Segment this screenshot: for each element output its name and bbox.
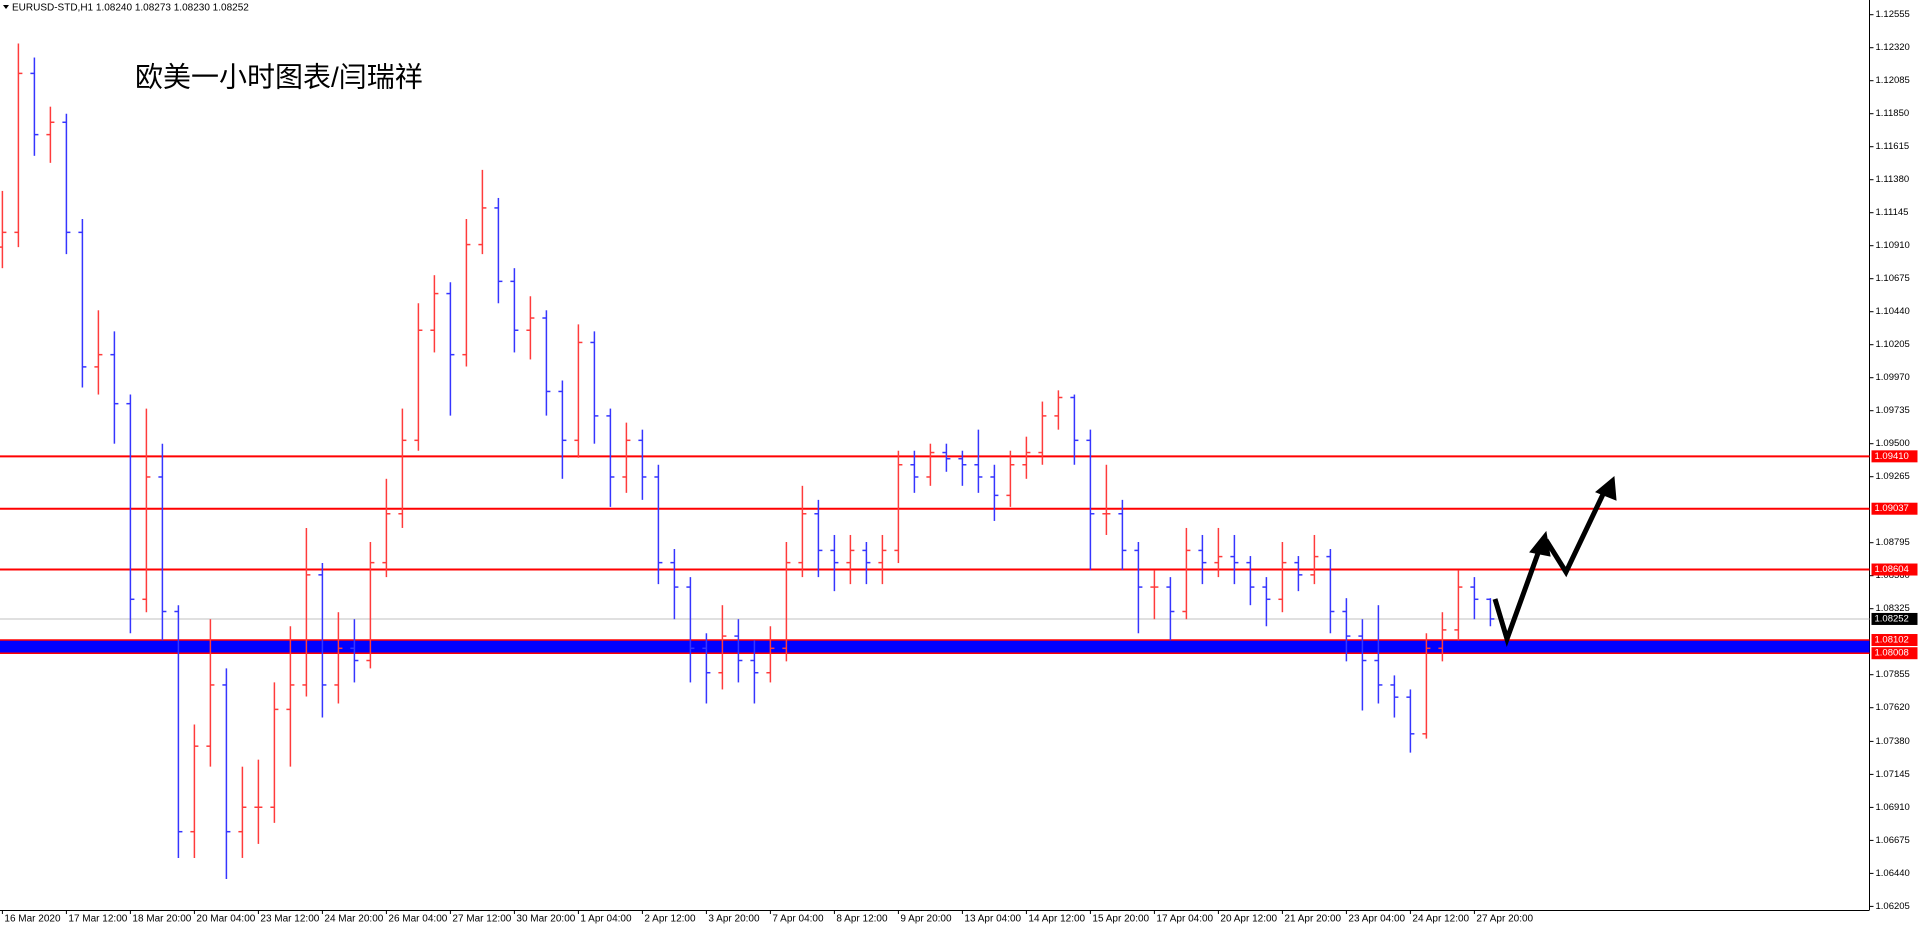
y-tick-label: 1.06910 xyxy=(1876,802,1910,813)
arrow-path xyxy=(1543,486,1609,578)
x-tick-label: 21 Apr 20:00 xyxy=(1284,914,1341,925)
y-tick-label: 1.12320 xyxy=(1876,42,1910,53)
y-tick-label: 1.07145 xyxy=(1876,769,1910,780)
y-tick-label: 1.11850 xyxy=(1876,108,1910,119)
x-tick-label: 24 Apr 12:00 xyxy=(1412,914,1469,925)
y-tick-label: 1.10440 xyxy=(1876,306,1910,317)
x-tick-label: 27 Mar 12:00 xyxy=(452,914,511,925)
y-tick-label: 1.12085 xyxy=(1876,75,1910,86)
y-tick-label: 1.09265 xyxy=(1876,471,1910,482)
header: EURUSD-STD,H1 1.08240 1.08273 1.08230 1.… xyxy=(12,3,249,14)
x-tick-label: 15 Apr 20:00 xyxy=(1092,914,1149,925)
plot xyxy=(0,43,1870,880)
price-tag-label: 1.09037 xyxy=(1875,503,1909,514)
price-tag-label: 1.08102 xyxy=(1875,635,1909,646)
x-tick-label: 23 Apr 04:00 xyxy=(1348,914,1405,925)
y-tick-label: 1.07855 xyxy=(1876,669,1910,680)
price-tag xyxy=(1871,450,1918,463)
y-tick-label: 1.11380 xyxy=(1876,174,1910,185)
y-tick-label: 1.10675 xyxy=(1876,273,1910,284)
y-tick-label: 1.11145 xyxy=(1876,207,1909,218)
projection-arrows xyxy=(1492,476,1617,647)
arrow-path xyxy=(1492,544,1544,647)
x-tick-label: 18 Mar 20:00 xyxy=(132,914,191,925)
x-tick-label: 17 Apr 04:00 xyxy=(1156,914,1213,925)
y-tick-label: 1.07620 xyxy=(1876,702,1910,713)
x-tick-label: 27 Apr 20:00 xyxy=(1476,914,1533,925)
y-tick-label: 1.08560 xyxy=(1876,570,1910,581)
x-tick-label: 24 Mar 20:00 xyxy=(324,914,383,925)
x-tick-label: 26 Mar 04:00 xyxy=(388,914,447,925)
y-tick-label: 1.08325 xyxy=(1876,603,1910,614)
price-tag-label: 1.08008 xyxy=(1875,648,1909,659)
menu-triangle xyxy=(3,5,9,9)
x-tick-label: 14 Apr 12:00 xyxy=(1028,914,1085,925)
arrow-head xyxy=(1595,476,1617,501)
price-tag xyxy=(1871,563,1918,576)
x-tick-label: 20 Apr 12:00 xyxy=(1220,914,1277,925)
chart-title: 欧美一小时图表/闫瑞祥 xyxy=(135,61,423,92)
x-tick-label: 23 Mar 12:00 xyxy=(260,914,319,925)
y-tick-label: 1.06675 xyxy=(1876,835,1910,846)
y-tick-label: 1.09970 xyxy=(1876,372,1910,383)
price-tag-label: 1.09410 xyxy=(1875,451,1909,462)
price-tag xyxy=(1871,502,1918,515)
x-tick-label: 16 Mar 2020 xyxy=(4,914,61,925)
y-tick-label: 1.06440 xyxy=(1876,868,1910,879)
x-tick-label: 17 Mar 12:00 xyxy=(68,914,127,925)
y-tick-label: 1.07380 xyxy=(1876,736,1910,747)
x-tick-label: 8 Apr 12:00 xyxy=(836,914,888,925)
x-tick-label: 3 Apr 20:00 xyxy=(708,914,760,925)
price-tag-label: 1.08604 xyxy=(1875,564,1909,575)
x-tick-label: 30 Mar 20:00 xyxy=(516,914,575,925)
x-tick-label: 9 Apr 20:00 xyxy=(900,914,952,925)
price-tag xyxy=(1871,647,1918,660)
y-tick-label: 1.10205 xyxy=(1876,339,1910,350)
price-tag-label: 1.08252 xyxy=(1875,613,1909,624)
y-tick-label: 1.06205 xyxy=(1876,901,1910,912)
x-tick-label: 2 Apr 12:00 xyxy=(644,914,696,925)
x-tick-label: 13 Apr 04:00 xyxy=(964,914,1021,925)
y-tick-label: 1.09500 xyxy=(1876,438,1910,449)
price-tag xyxy=(1871,634,1918,647)
x-tick-label: 20 Mar 04:00 xyxy=(196,914,255,925)
y-tick-label: 1.09735 xyxy=(1876,405,1910,416)
support-band xyxy=(0,640,1870,654)
y-tick-label: 1.10910 xyxy=(1876,240,1910,251)
y-tick-label: 1.11615 xyxy=(1876,141,1910,152)
price-tag xyxy=(1871,612,1918,625)
x-tick-label: 7 Apr 04:00 xyxy=(772,914,824,925)
x-tick-label: 1 Apr 04:00 xyxy=(580,914,632,925)
y-tick-label: 1.08795 xyxy=(1876,537,1910,548)
y-tick-label: 1.12555 xyxy=(1876,9,1910,20)
